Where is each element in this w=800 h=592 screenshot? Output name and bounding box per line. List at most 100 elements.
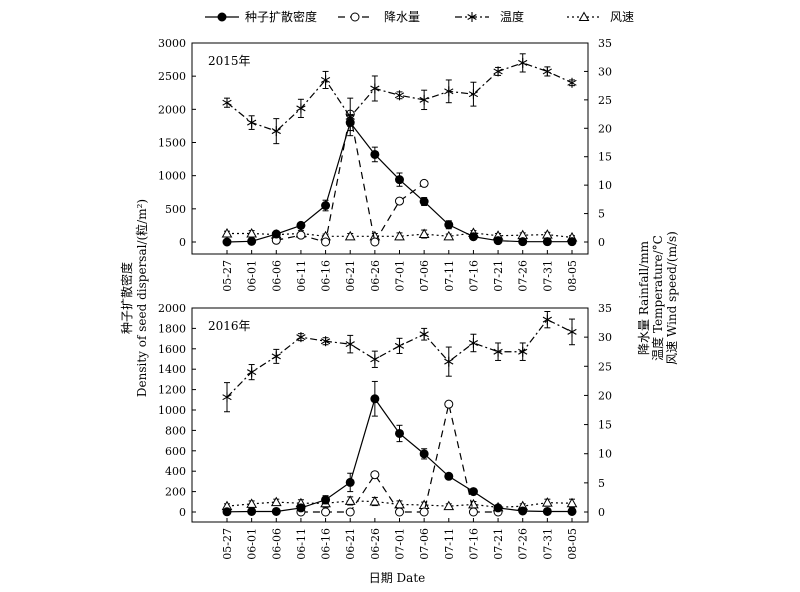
asterisk-stroke [419,96,429,103]
data-point-density [321,201,331,211]
legend-marker-wind [578,11,590,21]
asterisk-stroke [394,92,405,99]
right-tick-label: 0 [598,506,605,519]
legend-label-rainfall: 降水量 [384,10,420,24]
data-point-density [271,506,281,516]
left-tick-label: 2000 [158,302,186,315]
right-tick-label: 35 [598,37,612,50]
legend-label-temperature: 温度 [500,9,524,24]
data-point-temperature [394,340,405,351]
data-point-density [493,503,503,513]
data-point-temperature [271,126,281,137]
data-point-density [321,495,331,505]
left-tick-label: 1500 [158,137,186,150]
data-point-temperature [370,83,380,94]
asterisk-stroke [271,353,281,360]
asterisk-stroke [467,14,477,20]
data-point-temperature [518,346,528,357]
legend-marker-density [217,12,227,22]
data-point-density [395,175,404,185]
data-point-wind [418,499,430,510]
data-point-rainfall [419,507,429,517]
asterisk-stroke [222,394,232,401]
data-point-wind [542,229,553,239]
data-point-temperature [468,337,479,348]
legend-item-density: 种子扩散密度 [205,9,317,24]
left-tick-label: 1200 [158,384,186,397]
right-tick-label: 25 [598,360,612,373]
left-tick-label: 3000 [158,37,186,50]
data-point-density [370,149,380,159]
data-point-temperature [444,356,454,367]
series-density [222,380,577,517]
legend-label-wind: 风速 [610,10,634,24]
right-tick-label: 5 [598,208,605,221]
x-tick-label: 07-16 [467,528,480,560]
asterisk-stroke [345,341,355,348]
data-point-density [567,506,577,516]
data-point-rainfall [444,399,454,409]
right-tick-label: 30 [598,65,612,78]
left-tick-label: 800 [165,424,186,437]
legend-marker-rainfall [350,12,360,22]
x-tick-label: 07-21 [492,260,505,292]
data-point-wind [443,230,455,241]
asterisk-stroke [542,68,552,75]
x-tick-label: 06-26 [369,260,382,292]
data-point-rainfall [370,237,380,247]
series-rainfall [296,399,503,517]
data-point-wind [344,230,356,241]
panel-label: 2016年 [208,319,251,333]
left-tick-label: 1000 [158,170,186,183]
data-point-temperature [567,326,577,337]
asterisk-stroke [444,358,454,365]
asterisk-stroke [271,128,281,135]
data-point-density [222,237,232,247]
data-point-temperature [493,346,503,357]
data-point-rainfall [345,507,355,517]
right-tick-label: 0 [598,236,605,249]
x-tick-label: 08-05 [566,528,579,560]
left-tick-label: 400 [165,465,186,478]
x-tick-label: 07-11 [443,528,456,560]
asterisk-stroke [394,342,405,349]
data-point-temperature [222,392,232,403]
x-tick-label: 07-01 [394,260,407,292]
x-tick-label: 06-21 [344,260,357,292]
data-point-density [518,237,528,247]
right-tick-label: 20 [598,389,612,402]
asterisk-stroke [296,334,306,341]
data-point-density [370,394,380,404]
x-tick-label: 06-16 [320,260,333,292]
left-tick-label: 0 [179,236,186,249]
data-point-density [542,506,552,516]
x-tick-label: 05-27 [221,528,234,560]
data-point-temperature [320,336,331,347]
legend-item-wind: 风速 [567,10,634,24]
x-tick-label: 06-06 [270,260,283,292]
data-point-temperature [320,74,331,85]
data-point-density [419,449,429,459]
chart-panel-2016: 0 200 400 600 800 1000 1200 1400 1600 1800 2000 0 5 1… [158,302,612,560]
data-point-rainfall [468,507,478,517]
x-tick-label: 07-31 [541,260,554,292]
data-point-wind [468,498,479,509]
data-point-wind [369,495,381,506]
asterisk-stroke [518,348,528,355]
asterisk-stroke [296,105,306,112]
asterisk-stroke [320,76,331,83]
data-point-temperature [542,66,552,77]
data-point-temperature [518,57,528,68]
x-tick-label: 06-21 [344,528,357,560]
right-tick-label: 10 [598,179,612,192]
left-axis-title-cn: 种子扩散密度 [119,262,134,334]
data-point-density [345,477,355,487]
left-tick-label: 600 [165,445,186,458]
asterisk-stroke [493,348,503,355]
data-point-rainfall [296,230,306,240]
asterisk-stroke [567,79,577,86]
right-tick-label: 20 [598,122,612,135]
panel-label: 2015年 [208,54,251,68]
data-point-wind [566,497,578,508]
data-point-density [542,237,552,247]
